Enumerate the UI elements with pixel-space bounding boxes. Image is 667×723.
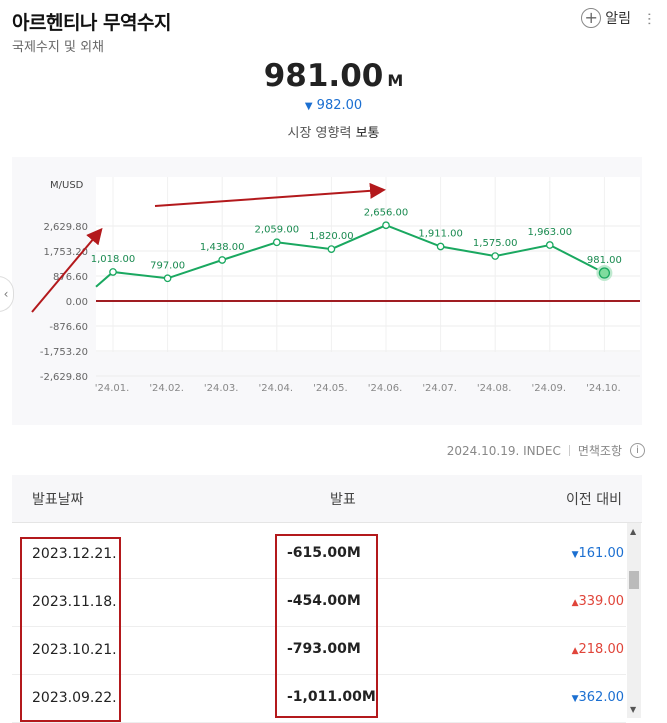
line-chart: 2,629.80 1,753.20 876.60 0.00 -876.60 -1,753.…	[31, 177, 640, 394]
page-subtitle: 국제수지 및 외채	[12, 40, 104, 55]
data-label: 797.00	[150, 260, 185, 271]
previous-value-number: 982.00	[316, 98, 363, 113]
header-actual: 발표	[330, 491, 356, 508]
data-point	[109, 268, 117, 276]
scroll-down-icon[interactable]: ▼	[630, 705, 637, 714]
table-row: 2023.10.21. -793.00M ▲218.00	[12, 627, 626, 675]
row-change: ▼161.00	[572, 546, 624, 561]
info-icon[interactable]: i	[630, 443, 645, 458]
data-label: 2,059.00	[255, 224, 300, 235]
current-value-unit: M	[387, 71, 404, 90]
more-menu-icon[interactable]: ⋯	[641, 11, 657, 25]
down-arrow-icon: ▼	[571, 550, 579, 560]
x-tick-label: '24.05.	[313, 383, 348, 394]
meta-divider	[568, 445, 570, 456]
x-tick-label: '24.07.	[422, 383, 457, 394]
current-value-number: 981.00	[263, 58, 384, 94]
y-axis-label: M/USD	[50, 180, 84, 191]
x-tick-label: '24.06.	[368, 383, 403, 394]
table-row: 2023.11.18. -454.00M ▲339.00	[12, 579, 626, 627]
data-point	[436, 242, 445, 251]
row-date: 2023.12.21.	[32, 546, 117, 562]
x-tick-label: '24.04.	[259, 383, 294, 394]
row-change-value: 218.00	[578, 642, 625, 657]
chevron-left-icon: ‹	[3, 287, 9, 301]
down-arrow-icon: ▼	[304, 101, 313, 112]
alarm-label: 알림	[605, 11, 631, 27]
row-date: 2023.11.18.	[32, 594, 117, 610]
x-tick-label: '24.01.	[95, 383, 130, 394]
table-row: 2023.12.21. -615.00M ▼161.00	[12, 531, 626, 579]
x-tick-label: '24.02.	[149, 383, 184, 394]
y-tick-label: 2,629.80	[43, 222, 88, 233]
highlight-box-dates	[20, 537, 121, 722]
annotation-arrow	[31, 227, 103, 313]
plus-icon: +	[581, 8, 602, 28]
header-change: 이전 대비	[566, 491, 622, 508]
annotation-arrow	[154, 182, 386, 207]
impact-label: 시장 영향력	[287, 126, 352, 141]
row-date: 2023.10.21.	[32, 642, 117, 658]
row-actual: -793.00M	[287, 641, 361, 657]
y-tick-label: 0.00	[66, 297, 88, 308]
data-label: 1,575.00	[473, 238, 518, 249]
up-arrow-icon: ▲	[571, 598, 579, 608]
y-tick-label: -1,753.20	[40, 347, 88, 358]
row-actual: -1,011.00M	[287, 689, 376, 705]
data-point	[218, 256, 227, 264]
data-label: 981.00	[587, 255, 622, 266]
y-tick-label: -2,629.80	[40, 372, 88, 383]
data-point	[272, 238, 281, 247]
row-change-value: 362.00	[578, 690, 625, 705]
impact-value: 보통	[355, 126, 380, 141]
table-scrollbar[interactable]: ▲ ▼	[627, 523, 641, 718]
current-value: 981.00 M	[0, 58, 667, 94]
data-label: 1,820.00	[309, 231, 354, 242]
x-tick-label: '24.08.	[477, 383, 512, 394]
source-meta: 2024.10.19. INDEC 면책조항 i	[447, 442, 645, 459]
header-date: 발표날짜	[32, 491, 84, 508]
table-body: 2023.12.21. -615.00M ▼161.00 2023.11.18.…	[12, 531, 626, 723]
x-tick-label: '24.03.	[204, 383, 239, 394]
row-actual: -615.00M	[287, 545, 361, 561]
page-title: 아르헨티나 무역수지	[12, 12, 171, 34]
y-tick-label: 876.60	[53, 272, 88, 283]
data-point	[545, 241, 554, 249]
highlight-box-actuals	[275, 534, 378, 718]
x-tick-label: '24.10.	[586, 383, 621, 394]
chart-panel: 2,629.80 1,753.20 876.60 0.00 -876.60 -1,753.…	[12, 157, 642, 425]
data-point	[382, 221, 390, 230]
disclaimer-link[interactable]: 면책조항	[577, 444, 622, 458]
data-label: 1,018.00	[91, 254, 136, 265]
data-label: 1,438.00	[200, 242, 245, 253]
release-source: 2024.10.19. INDEC	[446, 443, 561, 458]
row-change: ▲218.00	[572, 642, 624, 657]
data-label: 2,656.00	[364, 207, 409, 218]
data-point	[327, 245, 336, 253]
row-actual: -454.00M	[287, 593, 361, 609]
row-change: ▼362.00	[572, 690, 624, 705]
x-tick-label: '24.09.	[532, 383, 567, 394]
data-point	[163, 274, 172, 283]
previous-value: ▼ 982.00	[0, 98, 667, 113]
data-label: 1,963.00	[528, 227, 573, 238]
row-date: 2023.09.22.	[32, 690, 117, 706]
alarm-button[interactable]: + 알림 ⋯	[581, 8, 657, 28]
table-header: 발표날짜 발표 이전 대비	[12, 475, 642, 523]
up-arrow-icon: ▲	[571, 646, 579, 656]
market-impact: 시장 영향력 보통	[0, 122, 667, 141]
scroll-up-icon[interactable]: ▲	[630, 527, 637, 536]
row-change: ▲339.00	[572, 594, 624, 609]
y-tick-label: -876.60	[49, 322, 88, 333]
row-change-value: 161.00	[578, 546, 625, 561]
data-point	[598, 267, 611, 279]
scroll-thumb[interactable]	[629, 571, 639, 589]
down-arrow-icon: ▼	[571, 694, 579, 704]
data-point	[491, 252, 500, 260]
row-change-value: 339.00	[578, 594, 625, 609]
y-tick-label: 1,753.20	[43, 247, 88, 258]
data-label: 1,911.00	[418, 228, 463, 239]
